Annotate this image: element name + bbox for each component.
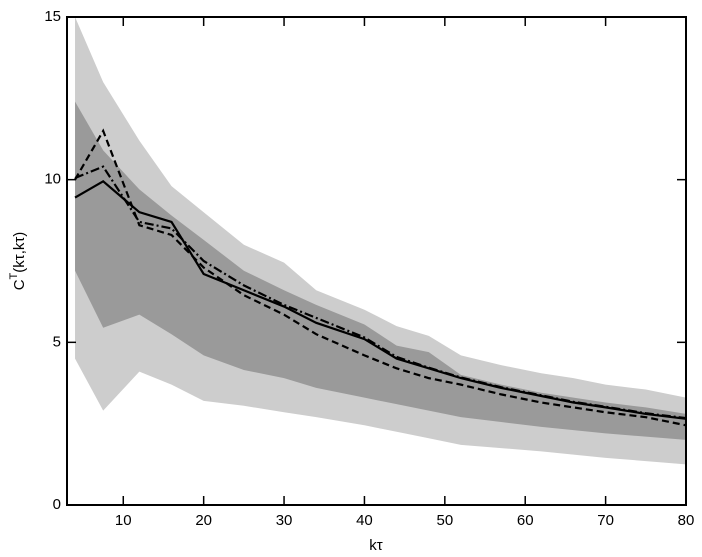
x-tick-label: 10 xyxy=(115,512,132,529)
y-label-sup: T xyxy=(8,272,20,279)
x-tick-label: 80 xyxy=(678,512,695,529)
x-axis-label: kτ xyxy=(369,537,383,554)
y-tick-label: 15 xyxy=(44,8,61,25)
x-tick-label: 30 xyxy=(276,512,293,529)
y-tick-label: 5 xyxy=(53,333,61,350)
y-label-main: C xyxy=(11,279,28,290)
x-tick-label: 20 xyxy=(195,512,212,529)
line xyxy=(74,165,687,420)
band xyxy=(75,101,687,440)
x-tick-label: 60 xyxy=(517,512,534,529)
y-label-rest: (kτ,kτ) xyxy=(11,232,28,273)
plot-frame xyxy=(66,16,687,506)
y-axis-label: CT(kτ,kτ) xyxy=(8,232,28,291)
y-tick-label: 0 xyxy=(53,496,61,513)
x-tick-label: 70 xyxy=(597,512,614,529)
y-tick-label: 10 xyxy=(44,171,61,188)
x-tick-label: 50 xyxy=(436,512,453,529)
line xyxy=(74,128,687,427)
x-tick-label: 40 xyxy=(356,512,373,529)
